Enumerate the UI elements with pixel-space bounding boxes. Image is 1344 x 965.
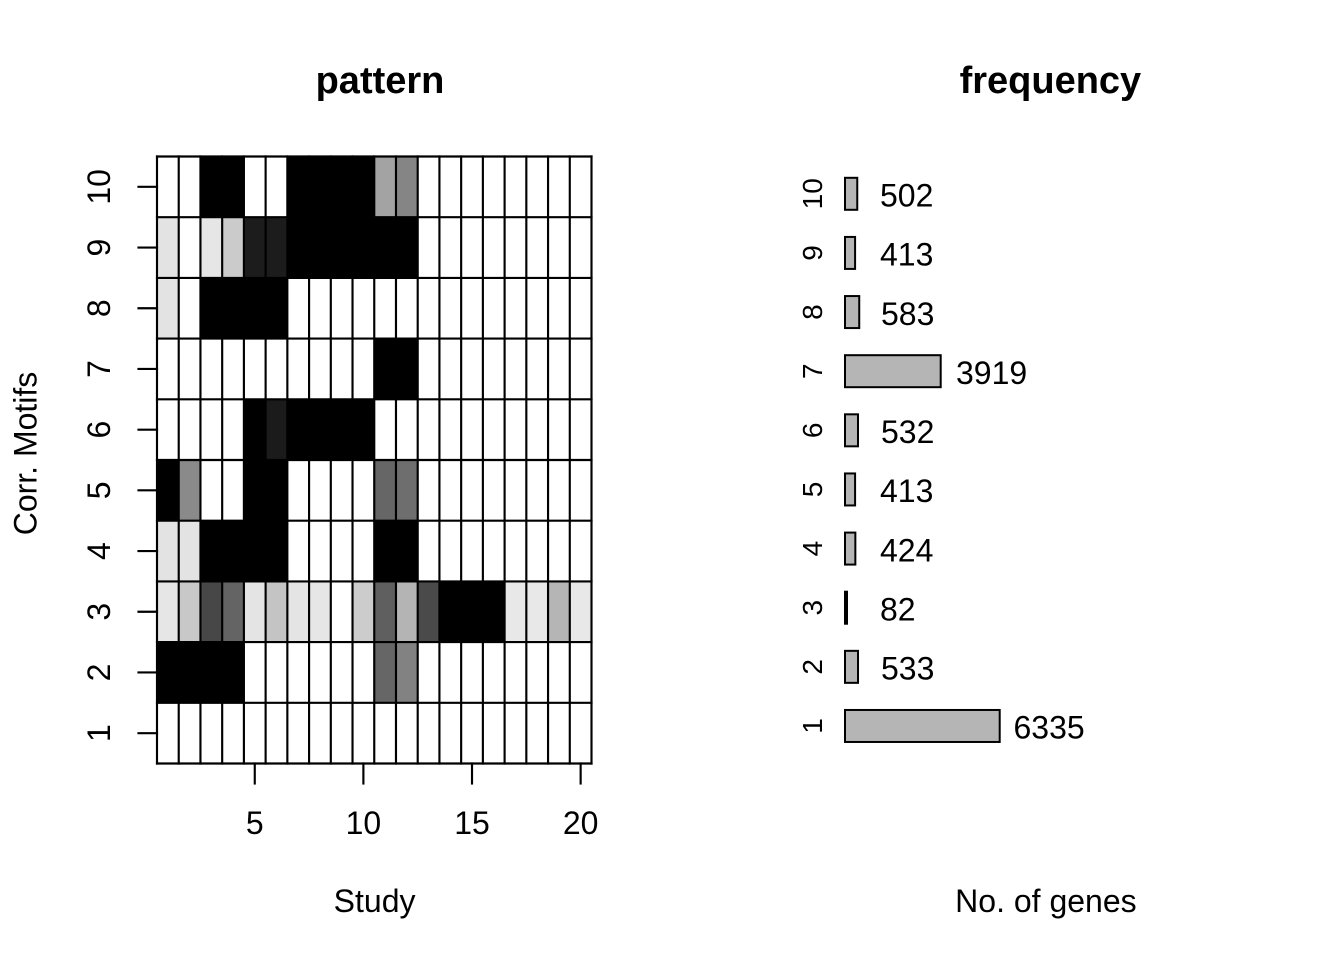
svg-text:6335: 6335 xyxy=(1014,710,1085,746)
svg-text:5: 5 xyxy=(246,805,264,841)
svg-text:frequency: frequency xyxy=(960,60,1142,102)
svg-text:583: 583 xyxy=(881,296,934,332)
svg-text:5: 5 xyxy=(81,481,117,499)
svg-text:15: 15 xyxy=(454,805,490,841)
svg-text:9: 9 xyxy=(81,239,117,257)
svg-text:6: 6 xyxy=(797,423,828,439)
svg-text:502: 502 xyxy=(880,178,933,214)
svg-text:7: 7 xyxy=(81,360,117,378)
svg-text:10: 10 xyxy=(81,169,117,205)
svg-text:8: 8 xyxy=(81,299,117,317)
svg-text:3: 3 xyxy=(797,600,828,616)
svg-text:2: 2 xyxy=(81,664,117,682)
svg-text:20: 20 xyxy=(563,805,599,841)
svg-text:424: 424 xyxy=(880,532,933,568)
svg-text:10: 10 xyxy=(797,178,828,209)
svg-text:7: 7 xyxy=(797,363,828,379)
svg-text:5: 5 xyxy=(797,482,828,498)
svg-text:6: 6 xyxy=(81,421,117,439)
svg-text:1: 1 xyxy=(81,724,117,742)
svg-text:4: 4 xyxy=(797,541,828,557)
svg-text:82: 82 xyxy=(880,591,916,627)
svg-text:3: 3 xyxy=(81,603,117,621)
svg-text:533: 533 xyxy=(881,651,934,687)
svg-text:10: 10 xyxy=(346,805,382,841)
svg-text:9: 9 xyxy=(797,245,828,261)
svg-text:1: 1 xyxy=(797,718,828,734)
svg-text:8: 8 xyxy=(797,304,828,320)
svg-text:413: 413 xyxy=(880,237,933,273)
svg-text:413: 413 xyxy=(880,473,933,509)
svg-text:pattern: pattern xyxy=(316,60,445,102)
svg-text:2: 2 xyxy=(797,659,828,675)
svg-text:Study: Study xyxy=(334,883,416,919)
svg-text:4: 4 xyxy=(81,542,117,560)
svg-text:Corr. Motifs: Corr. Motifs xyxy=(8,372,44,536)
svg-text:No. of genes: No. of genes xyxy=(955,883,1136,919)
svg-text:532: 532 xyxy=(881,414,934,450)
svg-text:3919: 3919 xyxy=(956,355,1027,391)
